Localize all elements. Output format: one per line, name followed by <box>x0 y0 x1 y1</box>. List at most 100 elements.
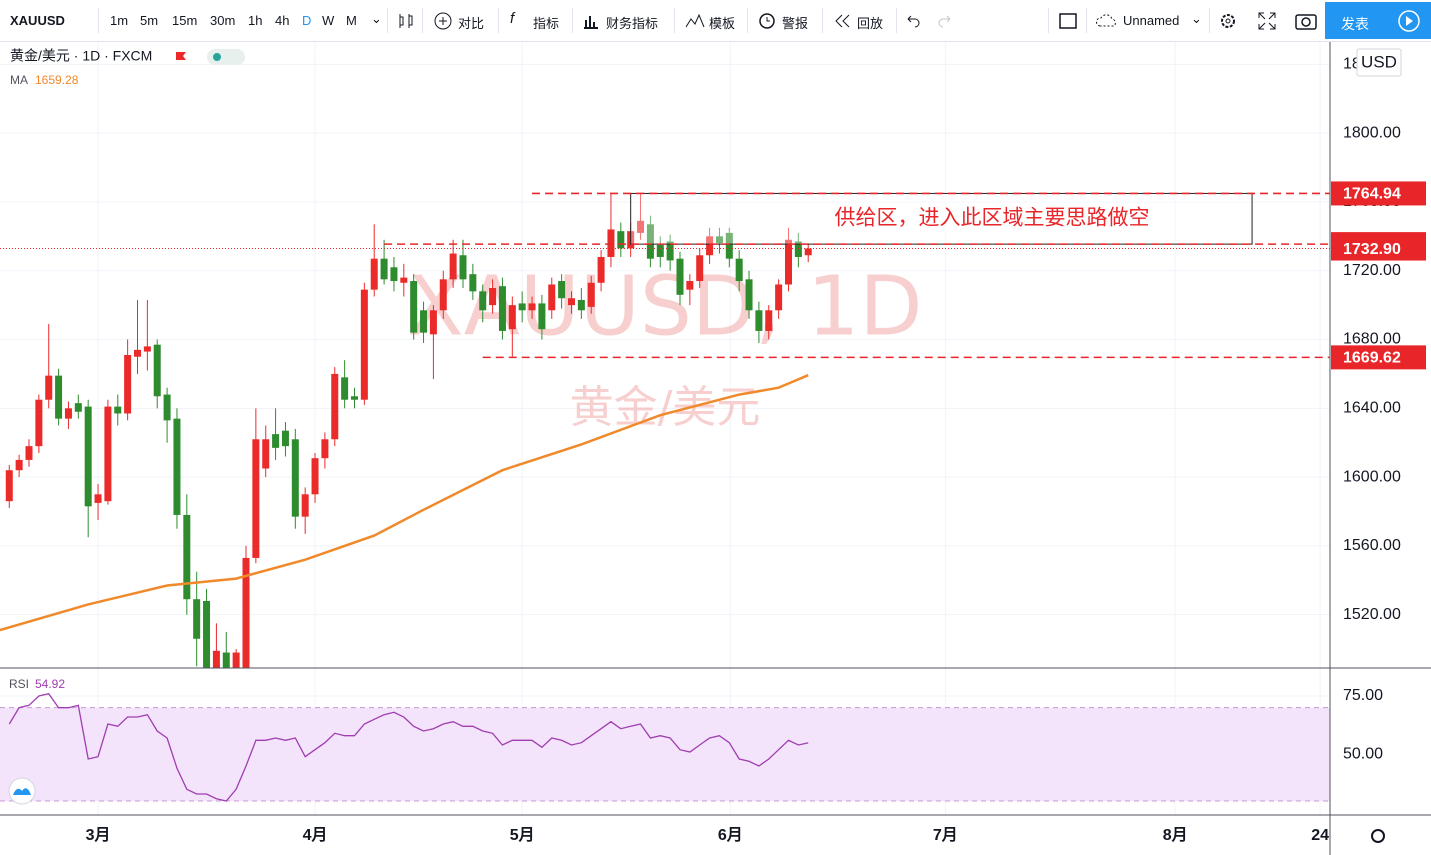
x-tick-label: 6月 <box>718 826 743 844</box>
layout-name[interactable]: Unnamed <box>1123 13 1180 28</box>
zone-label: 供给区，进入此区域主要思路做空 <box>835 206 1150 229</box>
publish[interactable]: 发表 <box>1341 16 1369 32</box>
candle-body <box>784 239 792 285</box>
candle-body <box>222 652 230 668</box>
candle-body <box>193 599 201 639</box>
interval[interactable]: 30m <box>210 13 236 28</box>
candle-body <box>133 349 141 357</box>
candle-body <box>794 241 802 257</box>
financials-icon[interactable] <box>582 12 600 30</box>
candle-body <box>656 244 664 257</box>
candle-body <box>350 396 358 400</box>
candle-body <box>173 418 181 515</box>
candle-body <box>686 281 694 290</box>
separator <box>98 8 99 33</box>
candle-body <box>617 231 625 249</box>
rsi-tick-label: 75.00 <box>1343 687 1383 704</box>
y-tick-label: 1600.00 <box>1343 468 1401 485</box>
candle-body <box>84 406 92 507</box>
interval[interactable]: 1h <box>248 13 263 28</box>
separator <box>896 8 897 33</box>
price-tag-label: 1764.94 <box>1343 186 1401 203</box>
candle-body <box>242 557 250 668</box>
snapshot-button[interactable] <box>1295 11 1317 31</box>
settings-button[interactable] <box>1218 11 1238 31</box>
separator <box>822 8 823 33</box>
candle-body <box>498 286 506 331</box>
candle-body <box>104 406 112 502</box>
candle-body <box>311 458 319 495</box>
candle-body <box>262 439 270 469</box>
symbol[interactable]: XAUUSD <box>10 13 65 28</box>
settings-icon[interactable] <box>1371 829 1385 843</box>
flag-icon[interactable] <box>176 52 186 60</box>
separator <box>572 8 573 33</box>
watermark: 黄金/美元 <box>570 382 761 433</box>
candle-body <box>567 298 575 306</box>
indicator-icon[interactable]: f <box>510 10 515 27</box>
candle-body <box>755 310 763 331</box>
candle-body <box>676 258 684 295</box>
candle-body <box>538 303 546 330</box>
interval-dropdown[interactable]: ⌄ <box>371 11 382 26</box>
candle-body <box>35 399 43 447</box>
price-tag <box>1331 181 1426 206</box>
price-tag <box>1331 345 1426 370</box>
toolbar: XAUUSD ⌄ 对比 f 指标 财务指标 模板 警报 回放 Unnamed ⌄… <box>0 0 1431 42</box>
separator <box>747 8 748 33</box>
candle-body <box>765 310 773 331</box>
interval[interactable]: D <box>302 13 312 28</box>
financials[interactable]: 财务指标 <box>606 16 659 31</box>
status-toggle[interactable] <box>207 49 245 65</box>
y-tick-label: 1520.00 <box>1343 606 1401 623</box>
compare-icon[interactable] <box>434 12 452 30</box>
publish-play[interactable] <box>1397 9 1421 33</box>
watermark: XAUUSD, 1D <box>408 259 923 354</box>
x-tick-label: 3月 <box>86 826 111 844</box>
candle-body <box>577 299 585 311</box>
fullscreen-box[interactable] <box>1058 11 1078 31</box>
interval[interactable]: W <box>322 13 335 28</box>
candle-body <box>508 305 516 330</box>
replay[interactable]: 回放 <box>857 16 884 31</box>
supply-zone <box>630 192 1253 245</box>
indicators[interactable]: 指标 <box>533 16 560 31</box>
candle-body <box>232 652 240 668</box>
separator <box>1209 8 1210 33</box>
candle-body <box>548 284 556 311</box>
y-tick-label: 1560.00 <box>1343 537 1401 554</box>
expand-button[interactable] <box>1257 11 1277 31</box>
interval[interactable]: 4h <box>275 13 290 28</box>
alert-icon[interactable] <box>757 11 777 31</box>
candle-body <box>203 600 211 668</box>
chart-type-icon[interactable] <box>397 12 413 30</box>
undo-redo[interactable] <box>905 12 955 30</box>
ma-line <box>0 374 809 632</box>
candle-body <box>390 267 398 282</box>
candle-body <box>597 256 605 283</box>
publish-button[interactable]: 发表 <box>1325 2 1431 39</box>
interval[interactable]: 5m <box>140 13 159 28</box>
candle-body <box>558 281 566 299</box>
templates[interactable]: 模板 <box>709 16 736 31</box>
templates-icon[interactable] <box>685 12 705 30</box>
interval[interactable]: 1m <box>110 13 129 28</box>
compare[interactable]: 对比 <box>458 16 485 31</box>
alerts[interactable]: 警报 <box>782 16 809 31</box>
candle-body <box>607 229 615 257</box>
rsi-name: RSI <box>9 677 29 691</box>
cloud-icon[interactable] <box>1095 12 1121 30</box>
price-tag-label: 1669.62 <box>1343 350 1401 367</box>
interval[interactable]: M <box>346 13 357 28</box>
candle-body <box>291 439 299 517</box>
x-tick-label: 4月 <box>303 826 328 844</box>
interval[interactable]: 15m <box>172 13 198 28</box>
x-tick-label: 7月 <box>933 826 958 844</box>
candle-body <box>370 258 378 290</box>
x-tick-label: 24 <box>1311 827 1329 844</box>
candle-body <box>15 459 23 471</box>
layout-dropdown[interactable]: ⌄ <box>1191 11 1202 26</box>
separator <box>1086 8 1087 33</box>
replay-icon[interactable] <box>834 12 852 30</box>
candle-body <box>804 248 812 256</box>
